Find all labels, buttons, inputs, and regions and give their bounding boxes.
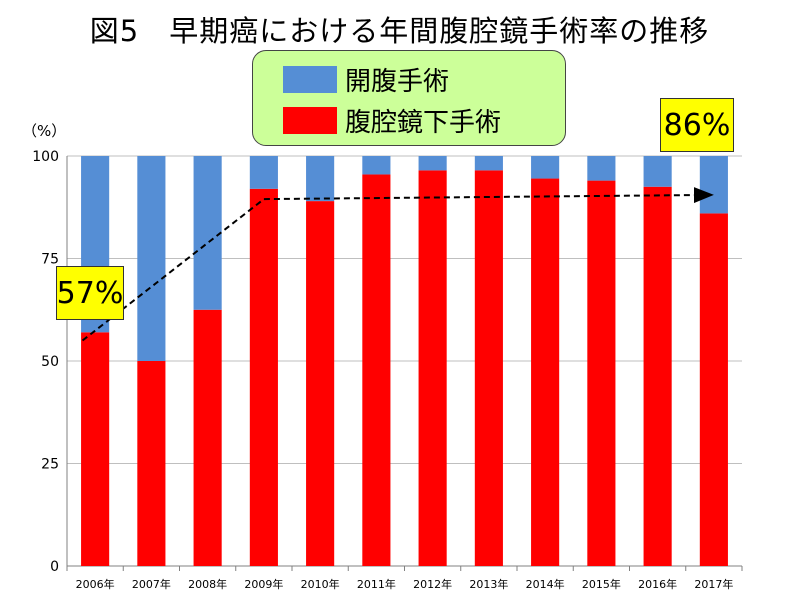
x-tick-label: 2012年 [413,577,452,591]
bar-laparoscopic [249,188,278,567]
x-tick-label: 2009年 [244,577,283,591]
bar-open [699,156,728,214]
legend-swatch-laparoscopic [283,106,337,134]
bar-open [474,156,503,171]
callout-start-value: 57% [56,266,124,320]
bar-open [137,156,166,361]
y-tick-label: 0 [50,559,59,575]
x-tick-label: 2011年 [357,577,396,591]
legend-label-open: 開腹手術 [345,66,450,97]
bar-open [643,156,672,187]
bar-laparoscopic [137,361,166,566]
x-tick-label: 2015年 [582,577,621,591]
y-axis-unit: （%） [22,122,67,140]
y-tick-label: 50 [41,354,59,370]
x-tick-label: 2008年 [188,577,227,591]
legend-item-laparoscopic: 腹腔鏡下手術 [283,102,501,138]
bar-laparoscopic [699,213,728,566]
bar-open [587,156,616,181]
bar-open [531,156,560,179]
callout-end-value: 86% [660,98,734,152]
bar-laparoscopic [362,174,391,566]
legend: 開腹手術 腹腔鏡下手術 [252,50,566,146]
x-tick-label: 2007年 [132,577,171,591]
x-tick-label: 2010年 [301,577,340,591]
bar-open [362,156,391,175]
x-tick-label: 2016年 [638,577,677,591]
x-tick-label: 2013年 [469,577,508,591]
y-tick-label: 75 [41,252,59,268]
bar-open [306,156,335,202]
legend-item-open: 開腹手術 [283,61,449,97]
bar-laparoscopic [643,186,672,566]
bar-open [249,156,278,189]
legend-swatch-open [283,65,337,93]
x-tick-label: 2017年 [694,577,733,591]
bar-laparoscopic [306,201,335,566]
y-tick-label: 25 [41,457,59,473]
chart-title: 図5 早期癌における年間腹腔鏡手術率の推移 [89,14,710,48]
legend-label-laparoscopic: 腹腔鏡下手術 [345,107,502,138]
bar-laparoscopic [193,309,222,566]
bar-laparoscopic [474,170,503,566]
y-tick-label: 100 [32,149,59,165]
bar-open [193,156,222,310]
bar-laparoscopic [81,332,110,566]
bar-laparoscopic [418,170,447,566]
trend-arrow [81,187,714,342]
x-tick-label: 2006年 [76,577,115,591]
x-tick-label: 2014年 [526,577,565,591]
bar-laparoscopic [587,180,616,566]
bar-open [418,156,447,171]
bar-laparoscopic [531,178,560,567]
